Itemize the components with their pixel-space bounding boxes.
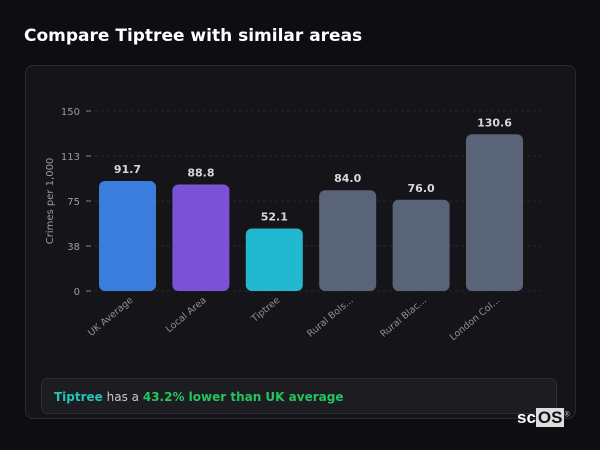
bar-value-label: 88.8 — [187, 166, 214, 179]
bar[interactable] — [466, 134, 523, 291]
x-tick-label: London Col... — [448, 295, 503, 343]
y-tick-label: 113 — [61, 152, 80, 163]
page-title: Compare Tiptree with similar areas — [24, 26, 363, 46]
y-tick-label: 150 — [61, 107, 80, 118]
y-axis-label: Crimes per 1,000 — [45, 158, 56, 245]
y-tick-label: 0 — [74, 287, 80, 298]
bar[interactable] — [99, 180, 156, 291]
bar-value-label: 52.1 — [261, 210, 288, 223]
bar-value-label: 91.7 — [114, 163, 141, 176]
x-tick-label: Tiptree — [249, 295, 282, 326]
bar-value-label: 130.6 — [477, 116, 512, 129]
y-tick-label: 75 — [67, 197, 80, 208]
scos-logo: sc OS ® — [517, 408, 570, 427]
insight-text: has a — [102, 390, 143, 404]
x-tick-label: Rural Blac... — [378, 295, 429, 340]
y-tick-label: 38 — [67, 242, 80, 253]
insight-area: Tiptree — [54, 390, 103, 404]
bar[interactable] — [319, 190, 377, 291]
bar[interactable] — [392, 199, 450, 291]
insight-result: 43.2% lower than UK average — [142, 390, 344, 404]
bar[interactable] — [245, 228, 303, 291]
bar-value-label: 76.0 — [408, 182, 435, 195]
x-tick-label: Local Area — [164, 295, 209, 335]
bar-value-label: 84.0 — [334, 172, 361, 185]
bar[interactable] — [172, 184, 230, 291]
x-tick-label: Rural Bols... — [305, 295, 355, 340]
x-tick-label: UK Average — [86, 295, 135, 339]
insight-box: Tiptree has a 43.2% lower than UK averag… — [41, 378, 557, 414]
